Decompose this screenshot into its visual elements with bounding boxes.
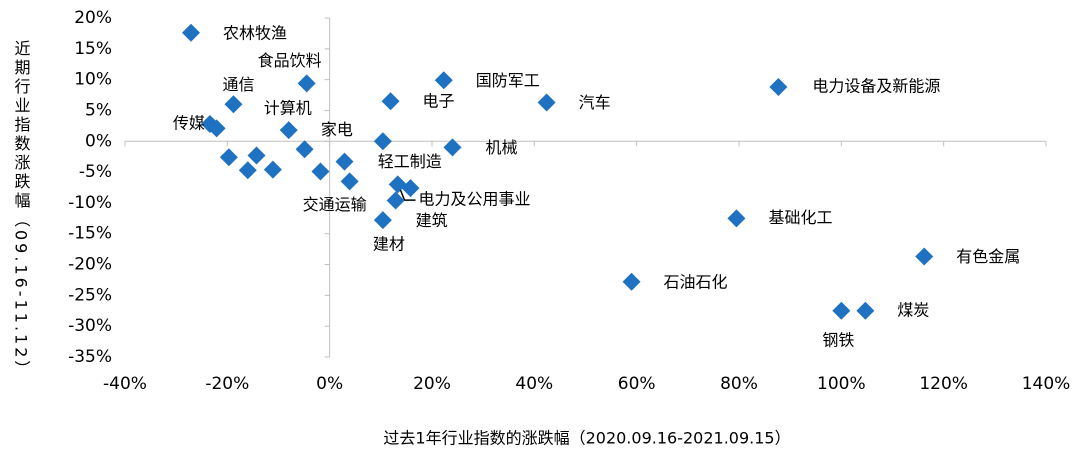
point	[279, 121, 298, 140]
point-label: 家电	[321, 120, 353, 139]
point	[915, 247, 934, 266]
y-tick-label: -10%	[68, 193, 112, 213]
point-label: 建材	[373, 235, 405, 254]
point	[832, 301, 851, 320]
point	[335, 152, 354, 171]
point	[219, 148, 238, 167]
y-tick-label: 5%	[85, 100, 112, 120]
x-tick-label: 20%	[413, 374, 451, 394]
point	[297, 74, 316, 93]
y-tick-label: -30%	[68, 316, 112, 336]
point-label: 食品饮料	[258, 51, 322, 70]
point	[381, 92, 400, 111]
point	[238, 161, 257, 180]
point-label: 电力设备及新能源	[812, 77, 940, 96]
point	[295, 140, 314, 159]
y-tick-label: 0%	[85, 131, 112, 151]
point	[537, 93, 556, 112]
x-axis-title: 过去1年行业指数的涨跌幅（2020.09.16-2021.09.15）	[383, 429, 790, 448]
point-label: 计算机	[264, 99, 312, 118]
point	[182, 23, 201, 42]
x-tick-label: 80%	[720, 374, 758, 394]
y-tick-label: -35%	[68, 347, 112, 367]
point-label: 国防军工	[476, 71, 540, 90]
point-label: 建筑	[416, 211, 448, 230]
point	[224, 95, 243, 114]
y-tick-label: -20%	[68, 255, 112, 275]
point	[388, 175, 407, 194]
point-label: 石油石化	[664, 272, 728, 291]
point	[769, 78, 788, 97]
point-label: 煤炭	[897, 300, 929, 319]
point	[434, 71, 453, 90]
point	[373, 132, 392, 151]
point	[247, 146, 266, 165]
point-label: 汽车	[579, 93, 611, 112]
x-tick-label: 40%	[515, 374, 553, 394]
point	[856, 301, 875, 320]
point-label: 钢铁	[822, 330, 854, 349]
x-tick-label: 140%	[1022, 374, 1071, 394]
y-tick-label: 15%	[74, 39, 112, 59]
point	[386, 191, 405, 210]
x-tick-label: 0%	[316, 374, 343, 394]
point-label: 传媒	[173, 114, 205, 133]
point	[311, 162, 330, 181]
leader-line	[399, 189, 416, 201]
y-tick-label: 20%	[74, 8, 112, 28]
point-label: 有色金属	[956, 247, 1020, 266]
y-tick-label: 10%	[74, 70, 112, 90]
point	[207, 119, 226, 138]
point	[373, 211, 392, 230]
point-label: 通信	[222, 75, 254, 94]
y-axis-title: 近期行业指数涨跌幅（09.16-11.12）	[12, 40, 31, 379]
point	[401, 179, 420, 198]
point	[443, 138, 462, 157]
x-tick-label: 60%	[618, 374, 656, 394]
point-label: 机械	[485, 138, 517, 157]
x-tick-label: -40%	[103, 374, 147, 394]
x-tick-label: 100%	[817, 374, 866, 394]
point	[263, 160, 282, 179]
y-tick-label: -25%	[68, 285, 112, 305]
y-tick-label: -15%	[68, 224, 112, 244]
point-label: 轻工制造	[378, 152, 442, 171]
point	[727, 209, 746, 228]
point-label: 交通运输	[303, 195, 367, 214]
point-label: 基础化工	[768, 208, 832, 227]
y-tick-label: -5%	[79, 162, 112, 182]
x-tick-label: 120%	[919, 374, 968, 394]
point-label: 农林牧渔	[223, 23, 287, 42]
point	[340, 172, 359, 191]
point	[622, 272, 641, 291]
point-label: 电力及公用事业	[419, 190, 531, 209]
x-tick-label: -20%	[205, 374, 249, 394]
point-label: 电子	[423, 92, 455, 111]
